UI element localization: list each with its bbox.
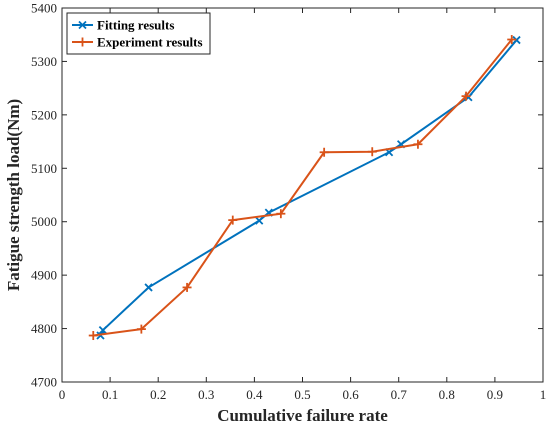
x-axis-ticks: 0 0.1 0.2 0.3 0.4 0.5 0.6 0.7 0.8 0.9 1 xyxy=(59,8,547,402)
y-tick-label: 5200 xyxy=(31,107,57,122)
legend-label: Experiment results xyxy=(97,35,203,50)
series-line-2 xyxy=(93,38,513,337)
data-point xyxy=(276,209,286,219)
x-tick-label: 0.7 xyxy=(391,387,408,402)
legend-entry: Fitting results xyxy=(72,18,174,33)
data-point xyxy=(98,326,108,335)
series-layer xyxy=(88,35,521,341)
x-tick-label: 0.2 xyxy=(150,387,166,402)
data-point xyxy=(507,35,517,45)
data-point xyxy=(367,147,377,157)
x-axis-label: Cumulative failure rate xyxy=(217,406,388,425)
data-point xyxy=(255,216,264,225)
data-point xyxy=(144,283,153,292)
y-tick-label: 5300 xyxy=(31,54,57,69)
y-tick-label: 5400 xyxy=(31,1,57,16)
x-tick-label: 0.8 xyxy=(439,387,455,402)
legend-label: Fitting results xyxy=(97,18,174,33)
data-point xyxy=(512,35,521,45)
data-point xyxy=(136,324,146,334)
y-tick-label: 4800 xyxy=(31,321,57,336)
x-tick-label: 1 xyxy=(540,387,547,402)
y-axis-label: Fatigue strength load(Nm) xyxy=(4,99,23,291)
data-point xyxy=(182,282,192,292)
data-point xyxy=(461,91,471,101)
y-tick-label: 4900 xyxy=(31,268,57,283)
legend-entry: Experiment results xyxy=(72,35,203,50)
x-tick-label: 0.5 xyxy=(294,387,310,402)
x-tick-label: 0.9 xyxy=(487,387,503,402)
data-point xyxy=(88,331,98,341)
data-point xyxy=(413,139,423,149)
x-tick-label: 0.4 xyxy=(246,387,263,402)
x-tick-label: 0 xyxy=(59,387,66,402)
data-point xyxy=(319,147,329,157)
legend-box xyxy=(66,12,211,55)
y-tick-label: 5000 xyxy=(31,214,57,229)
x-tick-label: 0.1 xyxy=(102,387,118,402)
legend: Fitting results Experiment results xyxy=(66,12,211,55)
x-tick-label: 0.3 xyxy=(198,387,214,402)
data-point xyxy=(228,215,238,225)
x-tick-label: 0.6 xyxy=(342,387,359,402)
y-axis-ticks: 4700 4800 4900 5000 5100 5200 5300 5400 xyxy=(31,1,543,390)
y-tick-label: 4700 xyxy=(31,375,57,390)
y-tick-label: 5100 xyxy=(31,161,57,176)
